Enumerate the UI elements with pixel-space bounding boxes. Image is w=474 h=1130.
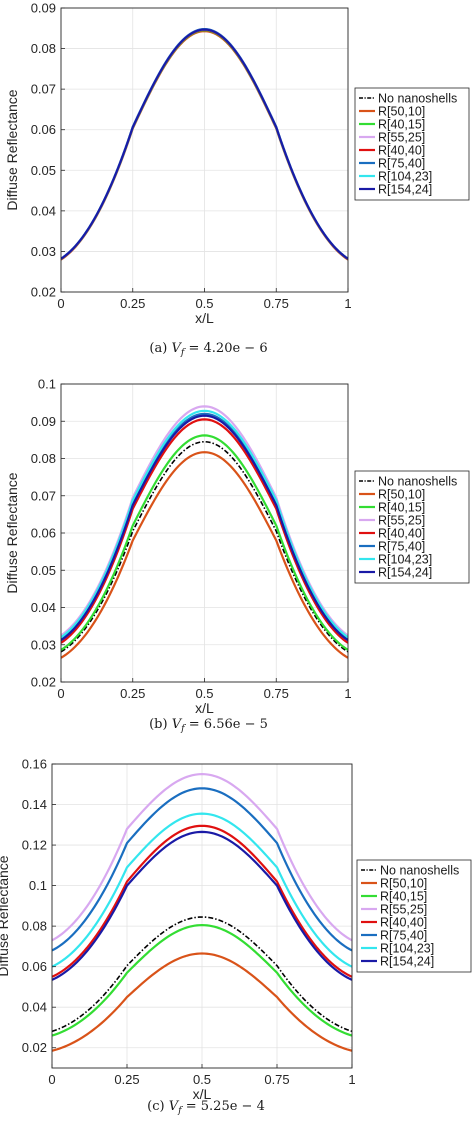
chart-panel-2: 0 0.25 0.5 0.75 1 0.02 0.03 0.04 0.05 0.06 0.07 0.0…	[4, 377, 470, 734]
y-tick-label: 0.02	[31, 285, 56, 300]
y-axis-label: Diffuse Reflectance	[4, 89, 20, 210]
y-tick-label: 0.08	[31, 451, 56, 466]
x-tick-label: 0.75	[264, 686, 289, 701]
legend-entry: R[154,24]	[378, 183, 432, 197]
legend-entry: No nanoshells	[378, 475, 457, 489]
x-tick-label: 0.75	[264, 1072, 289, 1087]
legend: No nanoshellsR[50,10]R[40,15]R[55,25]R[4…	[354, 470, 470, 584]
y-tick-label: 0.1	[38, 377, 56, 392]
x-axis-label: x/L	[193, 1086, 212, 1102]
y-tick-label: 0.09	[31, 414, 56, 429]
x-tick-label: 0.25	[120, 296, 145, 311]
legend-entry: No nanoshells	[378, 92, 457, 106]
x-tick-label: 1	[348, 1072, 355, 1087]
x-axis-label: x/L	[195, 310, 214, 326]
x-tick-label: 0.5	[195, 296, 213, 311]
legend-entry: R[75,40]	[378, 540, 425, 554]
y-tick-label: 0.04	[22, 1000, 47, 1015]
series-line-r-50-10-	[52, 952, 352, 1052]
y-tick-label: 0.05	[31, 563, 56, 578]
series-line-r-40-40-	[52, 824, 352, 978]
series-line-no-nanoshells	[52, 916, 352, 1033]
y-tick-label: 0.09	[31, 1, 56, 16]
y-tick-label: 0.06	[31, 526, 56, 541]
legend-entry: R[40,40]	[378, 144, 425, 158]
y-tick-label: 0.1	[29, 878, 47, 893]
series-line-r-154-24-	[61, 414, 348, 642]
subfigure-caption: (b) Vf = 6.56e − 5	[149, 717, 268, 734]
legend-entry: R[50,10]	[378, 488, 425, 502]
legend-entry: R[40,15]	[378, 118, 425, 132]
legend-entry: R[55,25]	[378, 131, 425, 145]
x-tick-label: 1	[344, 296, 351, 311]
y-tick-label: 0.04	[31, 600, 56, 615]
chart-panel-3: 0 0.25 0.5 0.75 1 0.02 0.04 0.06 0.08 0.1 0.12 0.14…	[0, 757, 472, 1116]
legend-entry: R[104,23]	[378, 553, 432, 567]
chart-panel-1: 0 0.25 0.5 0.75 1 0.02 0.03 0.04 0.05 0.06 0.07 0.0…	[4, 1, 470, 358]
subfigure-caption: (a) Vf = 4.20e − 6	[149, 341, 267, 358]
y-tick-label: 0.03	[31, 244, 56, 259]
legend-entry: R[75,40]	[378, 157, 425, 171]
x-tick-label: 0.5	[195, 686, 213, 701]
legend-entry: No nanoshells	[380, 864, 459, 878]
legend-entry: R[40,40]	[380, 916, 427, 930]
y-tick-label: 0.04	[31, 203, 56, 218]
y-tick-label: 0.12	[22, 838, 47, 853]
legend-entry: R[154,24]	[380, 955, 434, 969]
y-tick-label: 0.16	[22, 757, 47, 772]
legend: No nanoshellsR[50,10]R[40,15]R[55,25]R[4…	[354, 87, 470, 201]
legend-entry: R[55,25]	[378, 514, 425, 528]
x-tick-label: 1	[344, 686, 351, 701]
legend-entry: R[154,24]	[378, 566, 432, 580]
x-tick-label: 0.75	[264, 296, 289, 311]
series-line-r-75-40-	[52, 787, 352, 952]
x-tick-label: 0	[48, 1072, 55, 1087]
series-line-r-104-23-	[61, 409, 348, 639]
series-line-no-nanoshells	[61, 440, 348, 653]
x-axis-label: x/L	[195, 700, 214, 716]
y-tick-label: 0.14	[22, 797, 47, 812]
series-line-r-50-10-	[61, 451, 348, 659]
x-tick-label: 0.25	[120, 686, 145, 701]
y-tick-label: 0.06	[22, 959, 47, 974]
y-tick-label: 0.03	[31, 637, 56, 652]
series-line-r-40-40-	[61, 418, 348, 644]
y-tick-label: 0.07	[31, 488, 56, 503]
legend-entry: R[40,15]	[378, 501, 425, 515]
series-line-r-154-24-	[52, 830, 352, 981]
legend-entry: R[75,40]	[380, 929, 427, 943]
legend-box	[354, 470, 470, 584]
y-tick-label: 0.05	[31, 163, 56, 178]
y-axis-label: Diffuse Reflectance	[4, 472, 20, 593]
legend-entry: R[55,25]	[380, 903, 427, 917]
legend-entry: R[50,10]	[378, 105, 425, 119]
x-tick-label: 0	[57, 686, 64, 701]
x-tick-label: 0	[57, 296, 64, 311]
legend-entry: R[104,23]	[380, 942, 434, 956]
y-axis-label: Diffuse Reflectance	[0, 855, 11, 976]
y-tick-label: 0.02	[31, 675, 56, 690]
subfigure-caption: (c) Vf = 5.25e − 4	[147, 1099, 265, 1116]
y-tick-label: 0.02	[22, 1040, 47, 1055]
y-tick-label: 0.06	[31, 122, 56, 137]
series-line-r-40-15-	[61, 434, 348, 651]
legend-box	[356, 859, 472, 973]
series-line-r-154-24-	[61, 28, 348, 260]
x-tick-label: 0.5	[193, 1072, 211, 1087]
legend-entry: R[40,40]	[378, 527, 425, 541]
legend-entry: R[104,23]	[378, 170, 432, 184]
legend-entry: R[50,10]	[380, 877, 427, 891]
series-line-r-40-15-	[52, 924, 352, 1037]
y-tick-label: 0.08	[31, 41, 56, 56]
y-tick-label: 0.08	[22, 919, 47, 934]
series-line-r-55-25-	[52, 773, 352, 942]
legend-box	[354, 87, 470, 201]
legend-entry: R[40,15]	[380, 890, 427, 904]
legend: No nanoshellsR[50,10]R[40,15]R[55,25]R[4…	[356, 859, 472, 973]
x-tick-label: 0.25	[114, 1072, 139, 1087]
y-tick-label: 0.07	[31, 82, 56, 97]
series-line-r-104-23-	[52, 812, 352, 968]
